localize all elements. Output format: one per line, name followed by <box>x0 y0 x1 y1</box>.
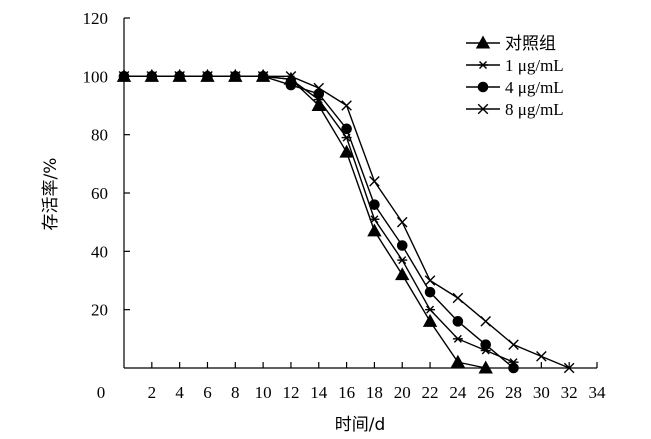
data-point-x <box>313 82 325 94</box>
series-3 <box>118 71 519 374</box>
data-point-x <box>452 292 464 304</box>
y-tick-label: 120 <box>83 9 109 28</box>
data-point-asterisk <box>452 334 463 343</box>
legend-item: 对照组 <box>466 34 556 53</box>
data-point-x <box>536 351 547 362</box>
legend-label: 4 μg/mL <box>505 78 564 97</box>
data-point-circle <box>452 316 464 327</box>
data-point-circle <box>341 123 352 135</box>
x-tick-label: 16 <box>338 383 355 402</box>
data-point-triangle <box>422 313 438 327</box>
x-axis-title: 时间/d <box>335 415 386 435</box>
data-point-triangle <box>475 35 491 49</box>
legend-label: 对照组 <box>505 34 556 53</box>
x-tick-label: 10 <box>255 383 272 402</box>
data-point-x <box>229 71 241 82</box>
x-tick-label: 6 <box>203 383 212 402</box>
data-point-circle <box>477 81 489 93</box>
data-point-circle <box>313 88 325 100</box>
legend-item: 4 μg/mL <box>466 78 564 97</box>
data-point-x <box>563 362 575 374</box>
data-point-circle <box>480 339 492 350</box>
y-tick-label: 60 <box>91 184 108 203</box>
x-tick-label: 4 <box>175 383 184 402</box>
data-point-circle <box>285 79 297 91</box>
x-tick-label: 30 <box>533 383 550 402</box>
data-point-x <box>257 71 269 82</box>
series-4 <box>118 71 575 374</box>
data-point-x <box>341 100 352 111</box>
series-layer <box>116 68 575 374</box>
data-point-x <box>285 71 297 82</box>
data-point-asterisk <box>369 215 380 224</box>
data-point-triangle <box>339 144 354 158</box>
legend: 对照组 1 μg/mL 4 μg/mL 8 μg/mL <box>466 34 564 119</box>
x-tick-label: 34 <box>589 383 607 402</box>
data-point-circle <box>508 362 519 374</box>
x-tick-label: 20 <box>394 383 411 402</box>
legend-item: 8 μg/mL <box>466 100 564 119</box>
data-point-triangle <box>450 354 466 368</box>
x-tick-label: 0 <box>97 383 106 402</box>
x-tick-label: 26 <box>477 383 494 402</box>
series-line <box>124 75 570 369</box>
x-tick-label: 24 <box>449 383 467 402</box>
data-point-triangle <box>367 223 382 237</box>
data-point-x <box>424 275 436 286</box>
y-tick-label: 80 <box>91 126 108 145</box>
data-point-x <box>174 71 185 82</box>
data-point-x <box>202 71 213 82</box>
x-tick-label: 18 <box>366 383 383 402</box>
data-point-asterisk <box>425 305 436 314</box>
data-point-triangle <box>478 360 493 374</box>
x-axis-ticks: 0 2 4 6 8 10 12 14 16 18 20 22 24 26 28 30 32 34 <box>97 362 606 402</box>
x-tick-label: 8 <box>231 383 240 402</box>
data-point-circle <box>369 199 380 210</box>
x-tick-label: 32 <box>561 383 578 402</box>
x-tick-label: 14 <box>310 383 328 402</box>
data-point-x <box>118 71 130 82</box>
y-axis-ticks: 20 40 60 80 100 120 <box>83 9 130 320</box>
x-tick-label: 2 <box>148 383 157 402</box>
data-point-x <box>508 339 519 350</box>
data-point-x <box>477 103 489 115</box>
data-point-asterisk <box>478 61 488 69</box>
data-point-x <box>480 316 492 327</box>
data-point-triangle <box>395 267 410 281</box>
data-point-circle <box>396 240 408 251</box>
x-tick-label: 22 <box>422 383 439 402</box>
data-point-asterisk <box>397 256 408 265</box>
legend-label: 1 μg/mL <box>505 56 564 75</box>
data-point-x <box>146 71 158 82</box>
legend-label: 8 μg/mL <box>505 100 564 119</box>
data-point-circle <box>424 286 436 298</box>
data-point-x <box>369 176 380 187</box>
y-tick-label: 20 <box>91 301 108 320</box>
legend-item: 1 μg/mL <box>466 56 564 75</box>
data-point-x <box>396 216 408 228</box>
x-tick-label: 12 <box>282 383 299 402</box>
y-axis-title: 存活率/% <box>41 158 61 231</box>
y-tick-label: 100 <box>83 67 109 86</box>
x-tick-label: 28 <box>505 383 522 402</box>
series-1 <box>116 68 493 374</box>
y-tick-label: 40 <box>91 242 108 261</box>
